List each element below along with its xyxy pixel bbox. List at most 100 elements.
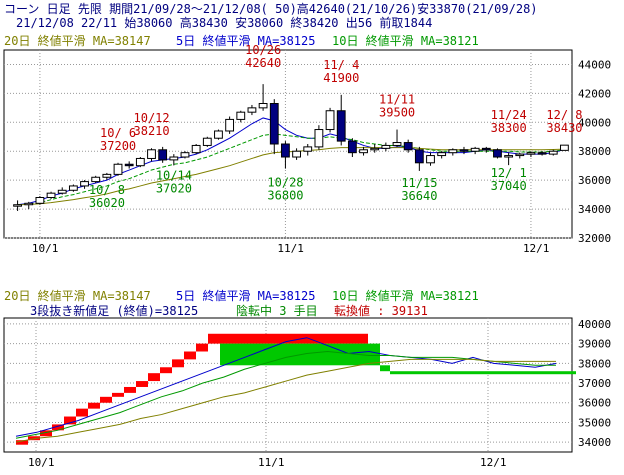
y-tick-label: 38000 [578, 145, 611, 158]
annotation-price: 36020 [89, 196, 125, 210]
candle-body [135, 157, 145, 167]
candle-body [13, 204, 22, 207]
x-tick-label: 12/1 [480, 456, 507, 469]
candle-body [381, 144, 391, 149]
annotation-price: 42640 [245, 56, 281, 70]
y-tick-label: 42000 [578, 87, 611, 100]
annotation-date: 10/ 8 [89, 183, 125, 197]
brick-down [390, 371, 576, 375]
candle-body [191, 144, 201, 154]
reversal-value: 転換値 : 39131 [334, 303, 428, 318]
brick-up [136, 381, 148, 387]
candle-body [303, 146, 313, 152]
annotation-price: 36800 [267, 189, 303, 203]
candle-body [91, 176, 101, 183]
candle-body [470, 147, 480, 152]
y-tick-label: 34000 [578, 436, 611, 449]
header-line2: 21/12/08 22/11 始38060 高38430 安38060 終384… [16, 15, 432, 30]
y-tick-label: 36000 [578, 174, 611, 187]
y-tick-label: 44000 [578, 58, 611, 71]
y-tick-label: 39000 [578, 338, 611, 351]
candle-body [537, 152, 547, 155]
annotation-price: 37200 [100, 139, 136, 153]
brick-up [208, 333, 368, 344]
annotation-date: 11/15 [401, 176, 437, 190]
annotation-price: 38300 [491, 121, 527, 135]
ma-line [15, 358, 556, 443]
candle-body [147, 149, 156, 159]
annotation-price: 37040 [491, 179, 527, 193]
brick-up [148, 373, 160, 382]
x-tick-label: 10/1 [28, 456, 55, 469]
annotation-date: 10/14 [156, 168, 192, 182]
candle-body [347, 140, 357, 154]
candle-body [526, 152, 536, 155]
candle-body [102, 173, 112, 178]
candlestick-chart: 10/1 11/1 12/1 32000 34000 36000 38000 40000 420… [3, 43, 611, 255]
y-tick-label: 35000 [578, 416, 611, 429]
brick-up [100, 396, 112, 403]
candle-body [437, 152, 447, 157]
candle-body [481, 147, 491, 151]
y-tick-label: 36000 [578, 397, 611, 410]
candle-body [414, 149, 424, 164]
ma-line [15, 350, 556, 439]
brick-up [40, 430, 52, 437]
x-tick-label: 12/1 [523, 242, 550, 255]
brick-up [28, 436, 40, 441]
brick-up [124, 386, 136, 393]
brick-up [16, 440, 28, 445]
lower-legend-ma10: 10日 終値平滑 MA=38121 [332, 288, 479, 303]
candle-body [370, 147, 380, 151]
y-tick-label: 40000 [578, 116, 611, 129]
header-line1: コーン 日足 先限 期間21/09/28～21/12/08( 50)高42640… [4, 1, 538, 16]
candle-body [113, 163, 123, 175]
candle-body [46, 192, 56, 199]
three-line-break-title: 3段抜き新値足 (終値)=38125 [30, 303, 198, 318]
candle-body [80, 181, 89, 187]
legend-ma10: 10日 終値平滑 MA=38121 [332, 33, 479, 48]
annotation-date: 11/24 [491, 108, 527, 122]
candle-body [269, 103, 279, 145]
three-line-break-chart: 10/1 11/1 12/1 34000 35000 36000 37000 38000 390… [3, 317, 611, 469]
annotation-date: 10/12 [134, 111, 170, 125]
candle-body [292, 150, 301, 158]
y-tick-label: 37000 [578, 377, 611, 390]
candle-body [24, 202, 34, 206]
candle-body [258, 103, 268, 109]
candle-body [236, 111, 246, 120]
brick-down [380, 365, 390, 372]
brick-up [172, 359, 184, 368]
brick-up [64, 416, 76, 425]
y-tick-label: 34000 [578, 203, 611, 216]
candle-body [68, 185, 78, 191]
annotation-date: 10/26 [245, 43, 281, 57]
annotation-date: 12/ 1 [491, 166, 527, 180]
candle-body [336, 110, 346, 142]
candle-body [392, 142, 402, 146]
candle-body [403, 142, 413, 151]
annotation-price: 36640 [401, 189, 437, 203]
candle-body [314, 129, 324, 148]
candle-body [325, 110, 335, 131]
annotation-date: 11/11 [379, 93, 415, 107]
annotation-date: 10/28 [267, 176, 303, 190]
candle-body [493, 149, 502, 158]
trend-status: 陰転中 3 手目 [236, 303, 318, 318]
brick-up [196, 343, 208, 352]
y-tick-label: 38000 [578, 357, 611, 370]
brick-up [76, 408, 88, 417]
brick-up [160, 367, 172, 374]
candle-body [560, 144, 569, 151]
candle-body [169, 156, 179, 161]
annotation-price: 38430 [546, 121, 582, 135]
candle-body [57, 189, 67, 194]
annotation-price: 38210 [134, 124, 170, 138]
brick-up [112, 392, 124, 397]
y-tick-label: 40000 [578, 318, 611, 331]
annotation-date: 11/ 4 [323, 58, 359, 72]
x-tick-label: 11/1 [277, 242, 304, 255]
candle-body [180, 152, 190, 158]
candle-body [459, 149, 469, 152]
